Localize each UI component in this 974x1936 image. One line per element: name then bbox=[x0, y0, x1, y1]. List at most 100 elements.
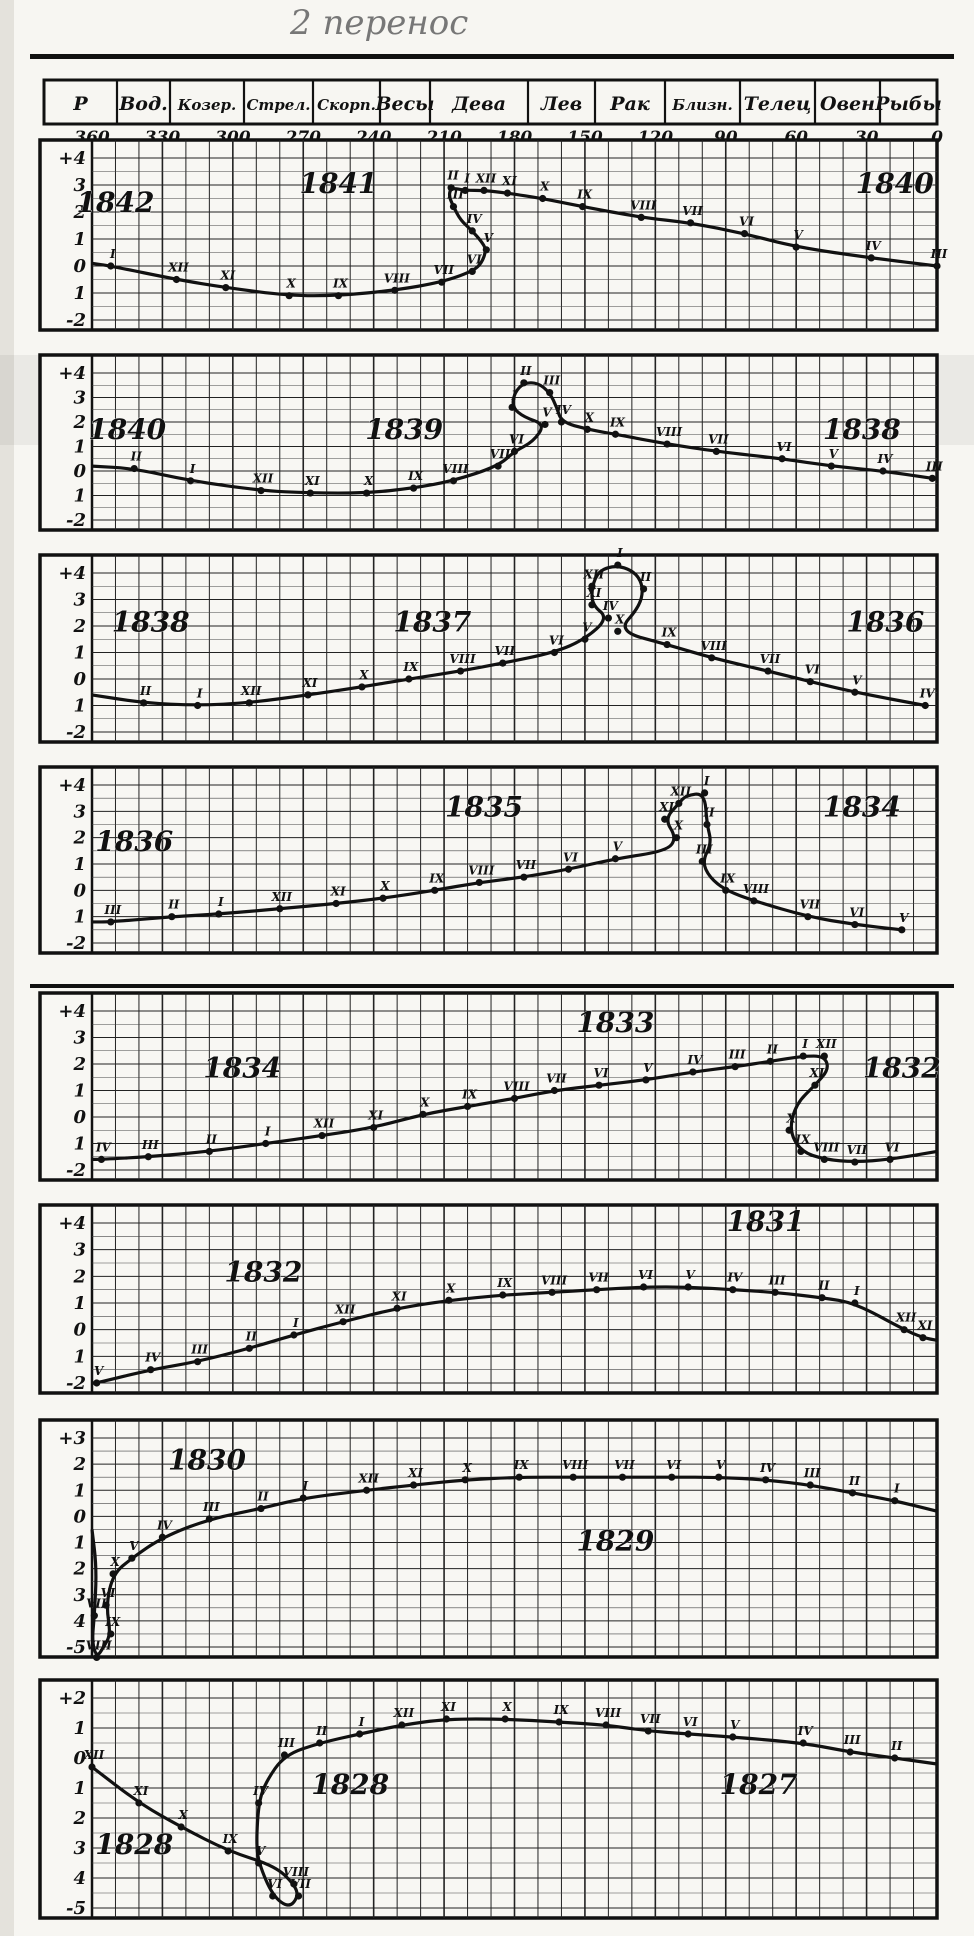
month-point bbox=[93, 1379, 101, 1387]
month-point bbox=[928, 474, 936, 482]
month-point bbox=[90, 1612, 98, 1620]
month-label: VIII bbox=[503, 1079, 530, 1093]
month-label: V bbox=[899, 911, 910, 925]
month-point bbox=[499, 1291, 507, 1299]
month-label: V bbox=[582, 620, 593, 634]
month-label: I bbox=[358, 1715, 365, 1729]
month-label: XII bbox=[252, 472, 274, 486]
panel-5: +432101-2VIVIIVIIIIXXXIXIIIIIIIIIVVVIVII… bbox=[38, 991, 941, 1182]
month-point bbox=[639, 1283, 648, 1291]
month-label: V bbox=[794, 228, 805, 242]
month-label: III bbox=[141, 1138, 159, 1152]
top-rule bbox=[30, 54, 954, 59]
month-point bbox=[811, 1081, 819, 1089]
y-tick-label: -2 bbox=[66, 933, 86, 954]
month-label: X bbox=[614, 612, 625, 626]
month-point bbox=[900, 1326, 908, 1334]
planet-track-line bbox=[91, 381, 933, 495]
year-label: 1835 bbox=[445, 791, 523, 824]
month-point bbox=[703, 820, 711, 829]
month-label: XI bbox=[916, 1319, 932, 1333]
month-point bbox=[499, 659, 507, 667]
month-label: X bbox=[584, 410, 595, 424]
zodiac-sign-label: Рыбы bbox=[874, 93, 942, 115]
y-tick-label: 1 bbox=[73, 1134, 86, 1155]
month-label: VI bbox=[549, 634, 564, 648]
y-tick-label: +4 bbox=[58, 1001, 86, 1022]
month-point bbox=[581, 635, 589, 643]
month-point bbox=[867, 254, 875, 262]
month-label: III bbox=[103, 903, 121, 917]
month-point bbox=[588, 582, 596, 590]
month-label: X bbox=[785, 1111, 796, 1125]
month-label: XII bbox=[475, 171, 497, 185]
panel-3: +432101-2IVVVIVIIVIIIIXXIIIXIIXIIVVVIVII… bbox=[38, 546, 939, 744]
month-point bbox=[668, 1473, 676, 1481]
month-point bbox=[186, 477, 195, 485]
y-tick-label: 1 bbox=[73, 1480, 86, 1501]
section-divider bbox=[30, 984, 954, 988]
month-point bbox=[128, 1554, 136, 1562]
month-point bbox=[799, 1052, 807, 1060]
month-label: VIII bbox=[630, 198, 657, 212]
month-point bbox=[147, 1366, 155, 1374]
month-label: VII bbox=[290, 1877, 311, 1891]
month-point bbox=[550, 1086, 559, 1095]
month-label: I bbox=[264, 1125, 271, 1139]
month-point bbox=[449, 477, 458, 485]
month-label: XI bbox=[658, 800, 674, 814]
month-point bbox=[461, 1476, 469, 1484]
month-label: VI bbox=[563, 850, 578, 864]
y-tick-label: 1 bbox=[73, 643, 86, 664]
month-label: XII bbox=[583, 567, 605, 581]
month-label: IX bbox=[609, 415, 626, 429]
month-label: IV bbox=[252, 1784, 270, 1798]
month-point bbox=[820, 1052, 828, 1060]
month-label: IV bbox=[865, 239, 883, 253]
month-label: VII bbox=[800, 898, 821, 912]
month-point bbox=[642, 1076, 650, 1084]
month-point bbox=[785, 1126, 793, 1134]
zodiac-sign-label: Рак bbox=[609, 93, 650, 115]
month-point bbox=[588, 601, 596, 609]
month-point bbox=[255, 1859, 263, 1867]
month-label: X bbox=[109, 1555, 120, 1569]
month-point bbox=[848, 1489, 857, 1497]
year-label: 1834 bbox=[823, 791, 901, 824]
month-label: VII bbox=[588, 1271, 609, 1285]
month-point bbox=[663, 440, 671, 448]
year-label: 1832 bbox=[224, 1256, 302, 1289]
y-tick-label: -2 bbox=[66, 1160, 86, 1181]
month-label: V bbox=[542, 405, 553, 419]
month-point bbox=[548, 1288, 556, 1296]
month-point bbox=[194, 1358, 202, 1366]
y-tick-label: -2 bbox=[66, 1373, 86, 1394]
month-label: XII bbox=[313, 1117, 335, 1131]
month-label: XII bbox=[83, 1748, 105, 1762]
month-label: X bbox=[178, 1808, 189, 1822]
y-tick-label: +4 bbox=[58, 148, 86, 169]
planet-track-line bbox=[91, 1717, 938, 1907]
year-label: 1836 bbox=[846, 605, 924, 638]
y-tick-label: 3 bbox=[73, 1028, 86, 1049]
month-point bbox=[135, 1799, 143, 1807]
y-tick-label: 2 bbox=[72, 1266, 86, 1287]
y-tick-label: 1 bbox=[73, 1533, 86, 1554]
month-point bbox=[792, 243, 800, 251]
y-tick-label: -5 bbox=[66, 1637, 86, 1658]
y-tick-label: 2 bbox=[72, 1454, 86, 1475]
y-tick-label: 4 bbox=[73, 1611, 86, 1632]
month-label: III bbox=[695, 842, 713, 856]
month-point bbox=[879, 467, 887, 475]
y-tick-label: -2 bbox=[66, 510, 86, 531]
month-label: X bbox=[539, 180, 550, 194]
month-point bbox=[740, 230, 749, 238]
month-point bbox=[595, 1081, 603, 1089]
month-point bbox=[578, 203, 587, 211]
month-point bbox=[109, 1570, 117, 1578]
year-label: 1838 bbox=[823, 413, 901, 446]
month-label: VI bbox=[683, 1715, 698, 1729]
month-label: II bbox=[817, 1279, 830, 1293]
month-point bbox=[102, 1601, 110, 1609]
month-label: IX bbox=[513, 1458, 530, 1472]
